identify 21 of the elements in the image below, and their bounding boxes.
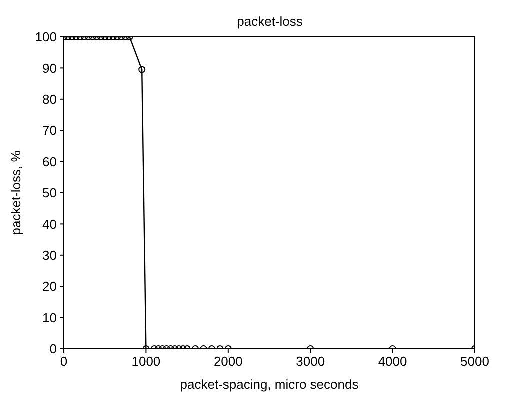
x-tick-label: 3000 [296, 354, 326, 370]
y-tick-label: 60 [42, 154, 57, 170]
x-tick-label: 1000 [132, 354, 161, 370]
y-tick-label: 30 [42, 248, 57, 264]
y-tick-label: 20 [42, 279, 57, 294]
x-tick-label: 5000 [460, 354, 490, 370]
x-tick-label: 0 [60, 354, 68, 370]
x-tick-label: 2000 [214, 354, 243, 370]
chart-title: packet-loss [237, 14, 304, 29]
y-axis-title: packet-loss, % [8, 150, 24, 236]
point [138, 66, 146, 74]
y-tick-label: 70 [42, 123, 57, 138]
y-tick-label: 10 [42, 310, 57, 326]
x-axis-title: packet-spacing, micro seconds [180, 377, 360, 392]
x-tick-label: 4000 [378, 354, 408, 370]
y-tick-label: 50 [42, 186, 57, 201]
y-tick-label: 40 [42, 216, 57, 232]
y-tick-label: 0 [50, 342, 57, 357]
y-tick-label: 100 [35, 30, 57, 45]
y-tick-label: 90 [42, 60, 57, 76]
y-tick-label: 80 [42, 92, 57, 108]
